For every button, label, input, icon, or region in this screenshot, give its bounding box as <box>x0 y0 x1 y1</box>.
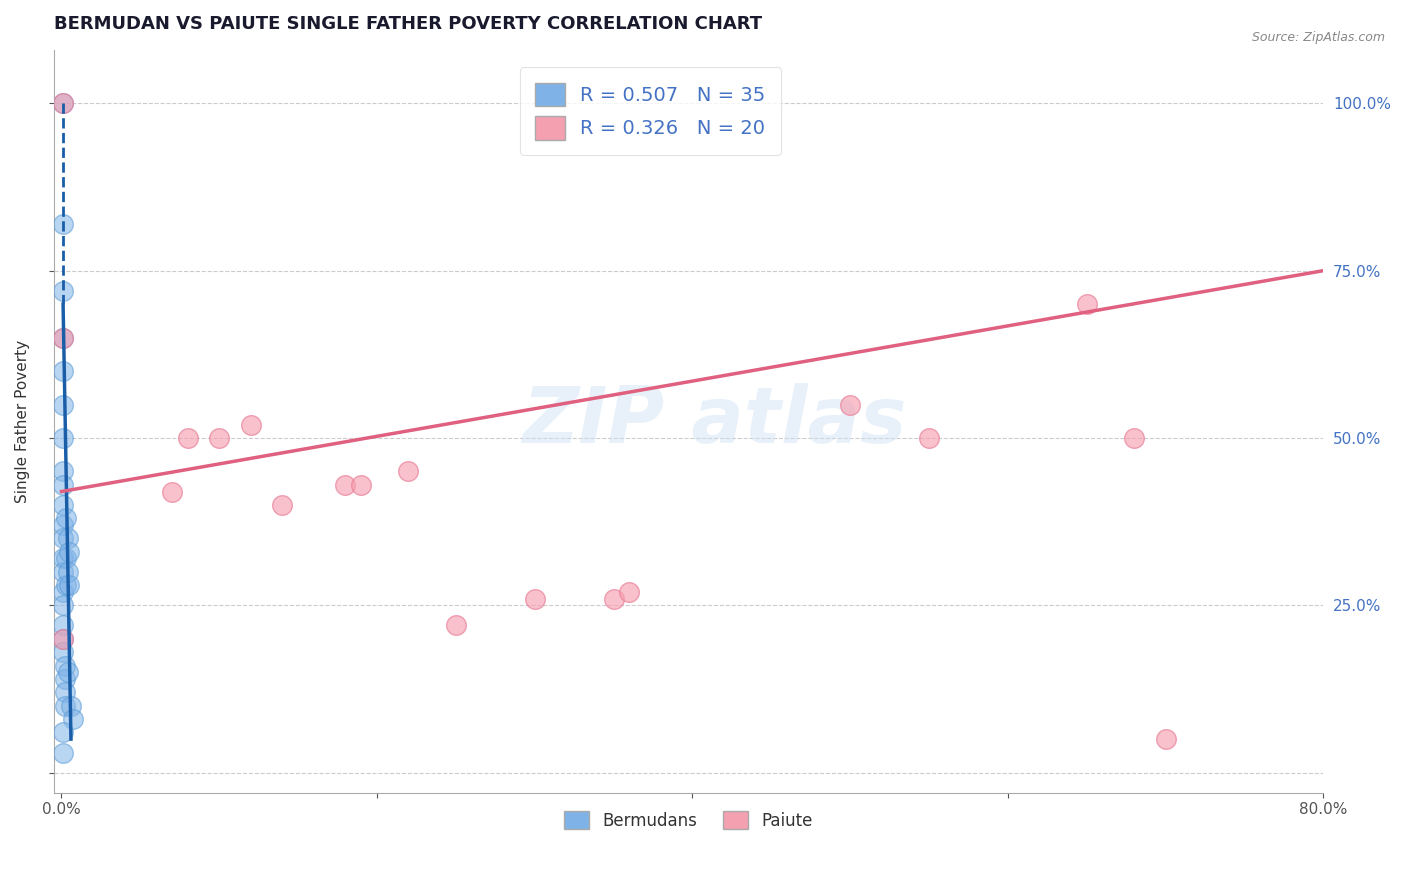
Point <box>176 431 198 445</box>
Point <box>208 431 231 445</box>
Point <box>53 685 76 699</box>
Point <box>52 330 75 344</box>
Point <box>52 498 75 512</box>
Point <box>1123 431 1146 445</box>
Text: Source: ZipAtlas.com: Source: ZipAtlas.com <box>1251 31 1385 45</box>
Point <box>271 498 294 512</box>
Point <box>52 645 75 659</box>
Point <box>55 511 77 525</box>
Point <box>1154 732 1177 747</box>
Point <box>160 484 183 499</box>
Point <box>52 632 75 646</box>
Point <box>52 431 75 445</box>
Point <box>619 585 641 599</box>
Point <box>918 431 941 445</box>
Point <box>444 618 467 632</box>
Point <box>55 578 77 592</box>
Point <box>58 545 80 559</box>
Point <box>52 465 75 479</box>
Point <box>52 397 75 411</box>
Point <box>52 518 75 533</box>
Point <box>52 565 75 579</box>
Point <box>350 478 373 492</box>
Text: BERMUDAN VS PAIUTE SINGLE FATHER POVERTY CORRELATION CHART: BERMUDAN VS PAIUTE SINGLE FATHER POVERTY… <box>53 15 762 33</box>
Point <box>53 658 76 673</box>
Point <box>52 364 75 378</box>
Text: ZIP atlas: ZIP atlas <box>522 384 905 459</box>
Point <box>56 665 79 680</box>
Point <box>62 712 84 726</box>
Point <box>56 532 79 546</box>
Point <box>52 284 75 298</box>
Point <box>52 551 75 566</box>
Point <box>52 618 75 632</box>
Point <box>56 565 79 579</box>
Point <box>59 698 82 713</box>
Point <box>53 672 76 686</box>
Point <box>52 217 75 231</box>
Point <box>239 417 262 432</box>
Point <box>52 632 75 646</box>
Point <box>52 478 75 492</box>
Point <box>52 585 75 599</box>
Point <box>52 96 75 111</box>
Point <box>398 465 420 479</box>
Point <box>58 578 80 592</box>
Y-axis label: Single Father Poverty: Single Father Poverty <box>15 340 30 503</box>
Point <box>52 599 75 613</box>
Point <box>839 397 862 411</box>
Point <box>52 330 75 344</box>
Point <box>1076 297 1098 311</box>
Point <box>53 698 76 713</box>
Legend: Bermudans, Paiute: Bermudans, Paiute <box>558 805 820 837</box>
Point <box>335 478 357 492</box>
Point <box>52 532 75 546</box>
Point <box>55 551 77 566</box>
Point <box>52 746 75 760</box>
Point <box>602 591 624 606</box>
Point <box>52 725 75 739</box>
Point <box>52 96 75 111</box>
Point <box>523 591 546 606</box>
